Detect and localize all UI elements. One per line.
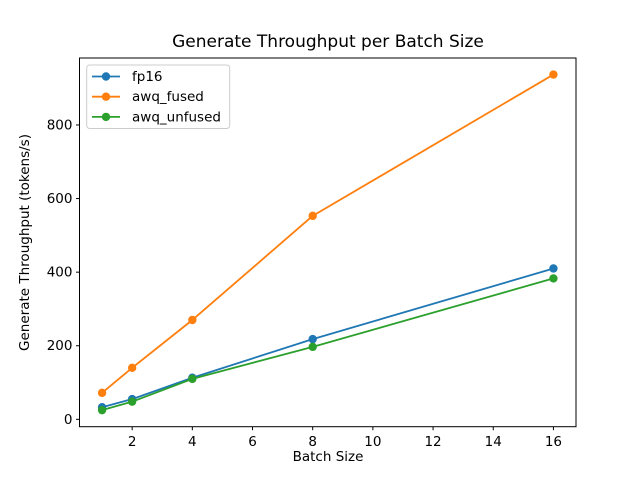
x-tick-label: 12	[424, 434, 441, 450]
x-tick-label: 4	[188, 434, 197, 450]
data-point-fp16-8	[308, 334, 317, 344]
plot-area: 2 4 6 8 10 12 14 16 0 200 400 600 800	[47, 57, 577, 450]
data-point-awq_fused-4	[188, 315, 197, 325]
x-tick-label: 16	[545, 434, 562, 450]
data-point-awq_fused-1	[97, 388, 107, 398]
data-point-awq_fused-8	[308, 211, 317, 221]
legend: fp16 awq_fused awq_unfused	[86, 64, 231, 129]
data-point-awq_unfused-4	[188, 374, 197, 384]
x-tick-label: 6	[248, 434, 257, 450]
data-point-awq_unfused-8	[308, 342, 317, 352]
y-tick-label: 400	[47, 265, 73, 281]
plot-border	[79, 57, 577, 428]
y-axis-label: Generate Throughput (tokens/s)	[17, 134, 33, 351]
legend-swatch-marker	[101, 92, 111, 101]
legend-label: awq_unfused	[132, 109, 221, 125]
legend-label: awq_fused	[132, 89, 204, 105]
legend-box	[86, 64, 231, 129]
y-tick-label: 0	[64, 412, 73, 428]
legend-swatch-marker	[101, 72, 111, 81]
data-point-awq_fused-2	[127, 363, 137, 373]
data-point-fp16-16	[549, 264, 558, 273]
x-tick-label: 8	[308, 434, 317, 450]
legend-label: fp16	[132, 69, 163, 85]
data-point-awq_fused-16	[549, 70, 558, 79]
x-tick-label: 10	[364, 434, 381, 450]
data-point-awq_unfused-16	[549, 274, 558, 283]
y-tick-label: 600	[47, 191, 73, 207]
data-point-awq_unfused-2	[127, 397, 137, 406]
chart-title: Generate Throughput per Batch Size	[172, 32, 484, 52]
y-tick-label: 800	[47, 117, 73, 133]
data-point-awq_unfused-1	[97, 405, 107, 415]
series-line-awq_unfused	[101, 277, 554, 412]
y-tick-label: 200	[47, 338, 73, 354]
legend-swatch-marker	[101, 112, 111, 122]
x-tick-label: 14	[485, 434, 502, 450]
x-axis-label: Batch Size	[293, 449, 364, 465]
x-tick-label: 2	[128, 434, 137, 450]
